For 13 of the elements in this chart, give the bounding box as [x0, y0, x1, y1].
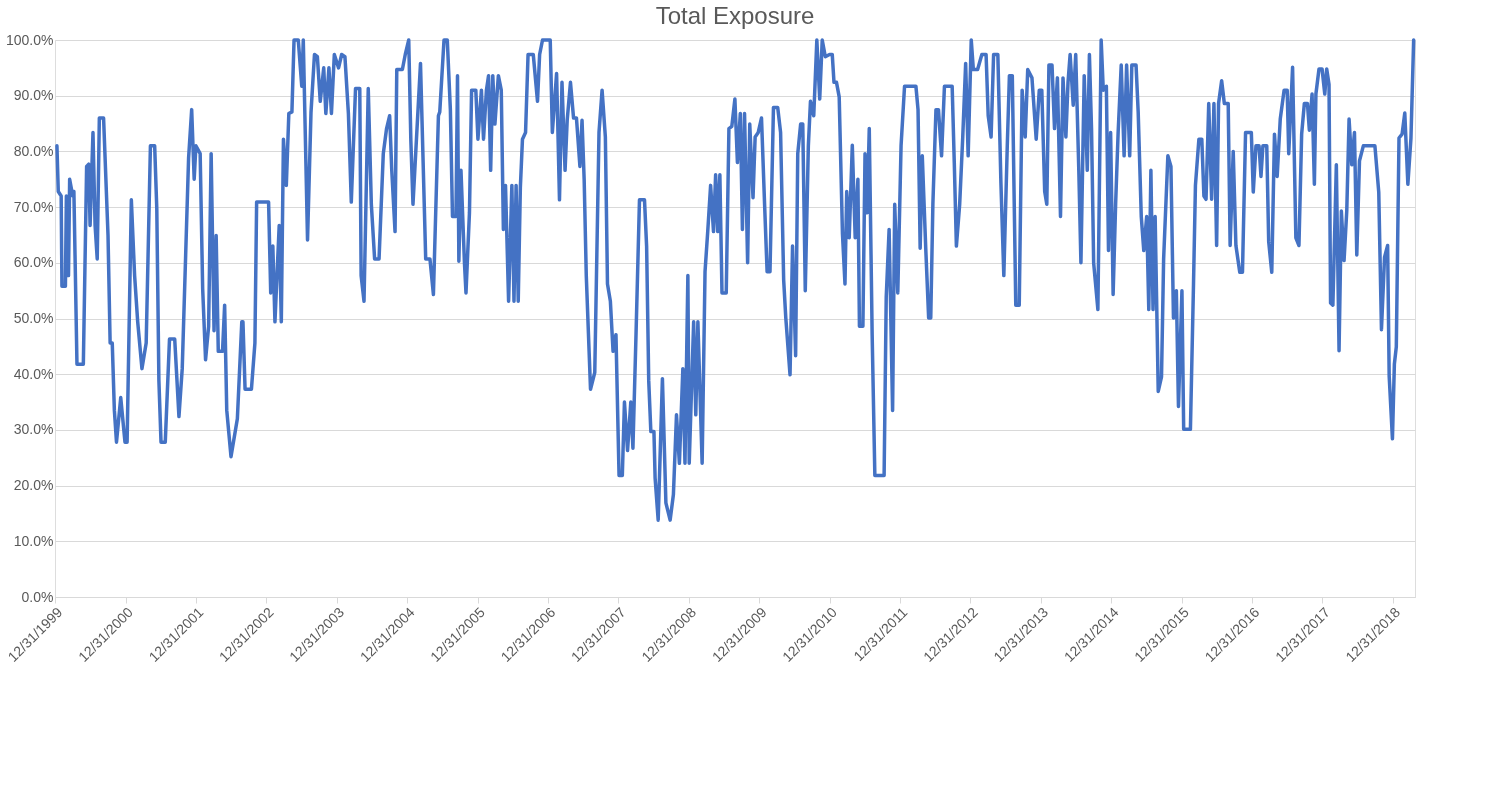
- y-tick-label: 60.0%: [13, 254, 54, 271]
- chart-title: Total Exposure: [655, 2, 815, 29]
- y-tick-label: 40.0%: [13, 365, 54, 382]
- y-tick-label: 20.0%: [13, 477, 54, 494]
- y-tick-label: 0.0%: [21, 588, 54, 605]
- y-tick-label: 90.0%: [13, 87, 54, 104]
- y-tick-label: 80.0%: [13, 142, 54, 159]
- y-tick-label: 70.0%: [13, 198, 54, 215]
- y-tick-label: 30.0%: [13, 421, 54, 438]
- y-tick-label: 10.0%: [13, 532, 54, 549]
- y-tick-label: 100.0%: [6, 31, 54, 48]
- line-series: [55, 38, 1416, 522]
- y-tick-label: 50.0%: [13, 310, 54, 326]
